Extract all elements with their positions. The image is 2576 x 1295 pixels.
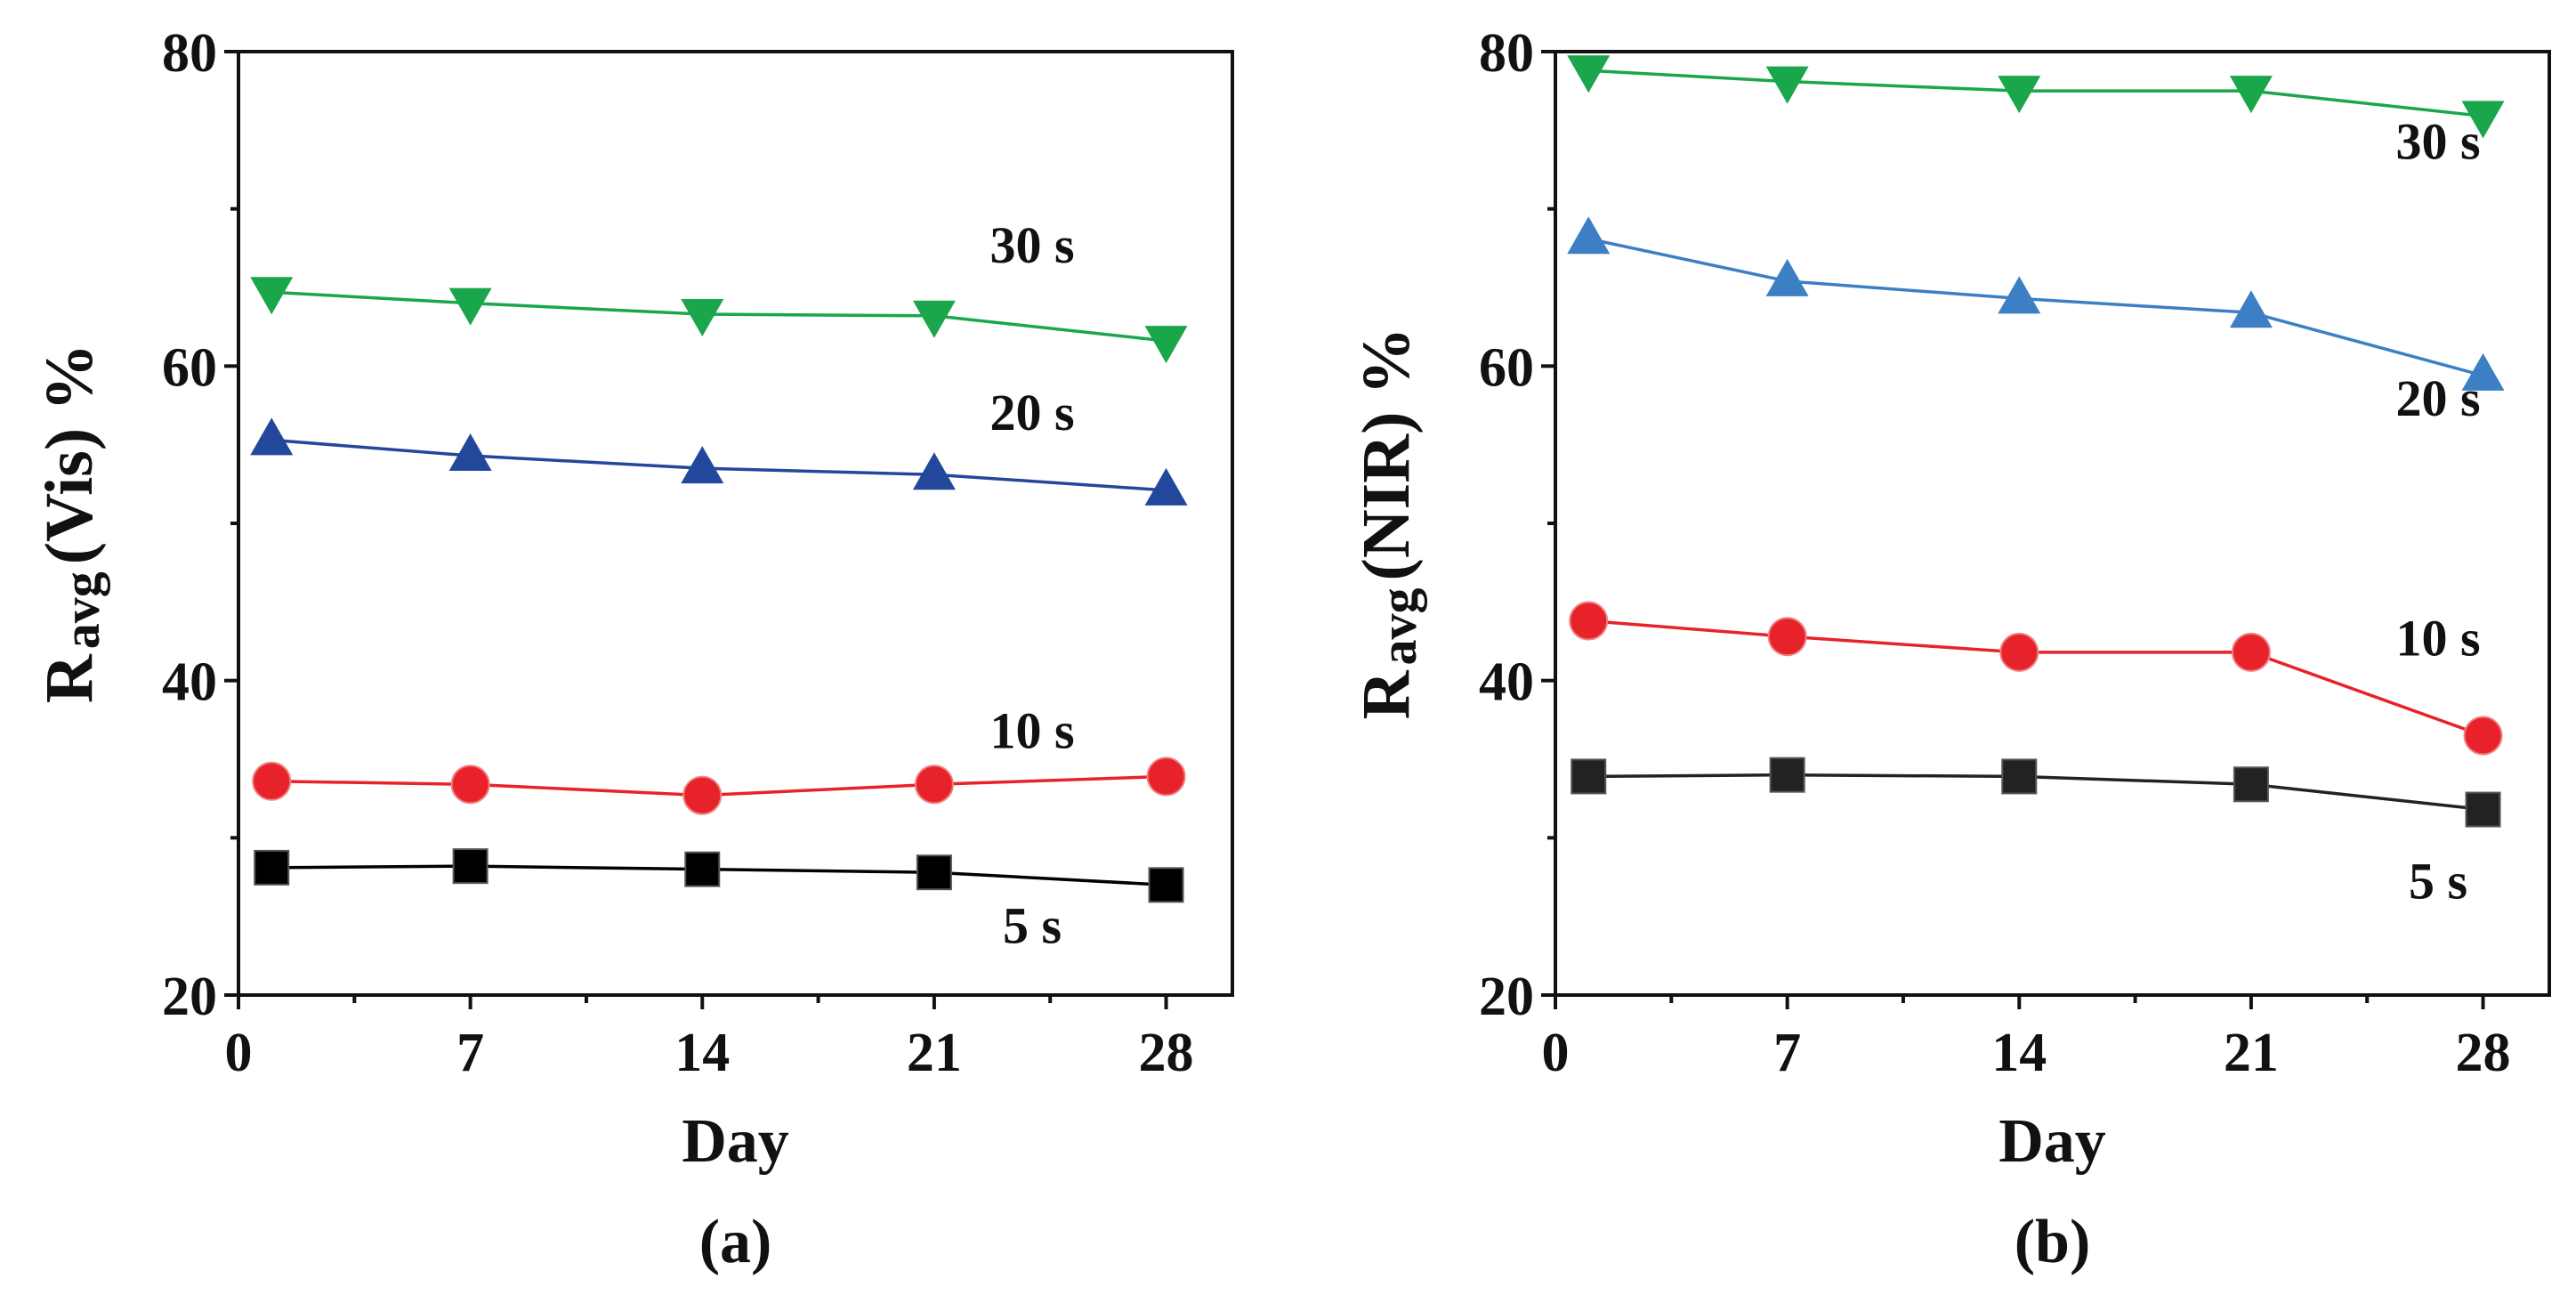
data-point-20s-4 xyxy=(1144,467,1188,506)
y-axis-label: Ravg (NIR) % xyxy=(1349,328,1427,720)
data-point-30s-4 xyxy=(1144,326,1188,364)
series-label-10s: 10 s xyxy=(989,701,1074,759)
data-point-10s-0 xyxy=(252,761,292,801)
x-tick-label: 7 xyxy=(1773,1023,1801,1083)
data-point-30s-1 xyxy=(448,287,492,326)
y-tick-label: 60 xyxy=(162,337,217,398)
x-tick-label: 28 xyxy=(2456,1023,2511,1083)
y-tick-label: 60 xyxy=(1479,337,1534,398)
data-point-10s-4 xyxy=(1146,757,1186,797)
series-line-10s xyxy=(1588,619,2484,738)
y-axis-label-sub: avg xyxy=(1369,588,1427,666)
data-point-5s-1 xyxy=(1769,757,1805,793)
data-point-30s-2 xyxy=(1998,76,2041,114)
plot-frame xyxy=(1554,50,2551,997)
data-point-5s-3 xyxy=(916,854,952,891)
data-point-10s-4 xyxy=(2463,716,2503,756)
data-point-30s-4 xyxy=(2461,101,2505,139)
data-point-20s-1 xyxy=(448,433,492,472)
y-tick-label: 20 xyxy=(162,967,217,1027)
y-axis-label: Ravg (Vis) % xyxy=(32,344,110,703)
data-point-10s-2 xyxy=(1999,632,2039,672)
y-axis-label-sub: avg xyxy=(52,571,110,649)
series-label-20s: 20 s xyxy=(989,384,1074,441)
x-tick-label: 0 xyxy=(1542,1023,1570,1083)
x-axis-label: Day xyxy=(1999,1107,2106,1176)
data-point-5s-3 xyxy=(2233,766,2269,803)
y-tick-label: 80 xyxy=(1479,23,1534,84)
data-point-5s-0 xyxy=(254,849,290,886)
chart-panel-a: 0 7 14 21 28 20 40 60 80 5 s 10 s 20 s 30 s Day (a) Rav… xyxy=(32,23,1234,1276)
data-point-30s-1 xyxy=(1765,66,1809,104)
series-label-5s: 5 s xyxy=(1003,896,1062,954)
chart-panel-b: 0 7 14 21 28 20 40 60 80 5 s 10 s 20 s 30 s Day (b) Rav… xyxy=(1349,23,2551,1276)
data-point-20s-4 xyxy=(2461,352,2505,391)
data-point-10s-0 xyxy=(1569,601,1609,641)
y-tick-label: 40 xyxy=(1479,652,1534,713)
series-label-10s: 10 s xyxy=(2395,610,2480,668)
data-point-20s-1 xyxy=(1765,258,1809,296)
data-point-20s-3 xyxy=(2229,290,2273,328)
series-label-5s: 5 s xyxy=(2409,853,2467,911)
data-point-20s-0 xyxy=(1567,216,1611,255)
x-tick-label: 0 xyxy=(225,1023,253,1083)
y-axis-label-rest: (NIR) % xyxy=(1349,328,1424,581)
y-axis-label-r: R xyxy=(32,653,107,703)
data-point-30s-3 xyxy=(912,300,956,338)
x-tick-label: 14 xyxy=(674,1023,730,1083)
data-point-30s-3 xyxy=(2229,76,2273,114)
data-point-30s-0 xyxy=(250,277,294,315)
data-point-20s-3 xyxy=(912,452,956,490)
data-point-5s-0 xyxy=(1571,758,1607,795)
data-point-5s-2 xyxy=(684,851,721,887)
data-point-10s-3 xyxy=(914,765,954,805)
y-axis-label-r: R xyxy=(1349,669,1424,719)
x-tick-label: 28 xyxy=(1139,1023,1194,1083)
y-tick-label: 40 xyxy=(162,652,217,713)
data-point-10s-1 xyxy=(1767,617,1807,657)
data-point-10s-3 xyxy=(2231,632,2271,672)
panel-label: (a) xyxy=(699,1208,772,1276)
data-point-20s-2 xyxy=(1998,276,2041,314)
data-point-20s-0 xyxy=(250,417,294,456)
series-label-30s: 30 s xyxy=(989,216,1074,274)
plot-frame xyxy=(237,50,1234,997)
data-point-10s-1 xyxy=(450,765,490,805)
data-point-5s-4 xyxy=(1148,867,1184,903)
panel-label: (b) xyxy=(2015,1208,2091,1276)
y-tick-label: 80 xyxy=(162,23,217,84)
data-point-5s-1 xyxy=(452,848,489,885)
y-axis-label-rest: (Vis) % xyxy=(32,344,107,564)
data-point-5s-2 xyxy=(2001,758,2038,795)
x-tick-label: 14 xyxy=(1991,1023,2047,1083)
y-tick-label: 20 xyxy=(1479,967,1534,1027)
data-point-20s-2 xyxy=(681,446,724,484)
series-label-20s: 20 s xyxy=(2395,369,2480,427)
data-point-30s-0 xyxy=(1567,55,1611,93)
data-point-5s-4 xyxy=(2465,791,2501,828)
x-tick-label: 21 xyxy=(907,1023,962,1083)
x-axis-label: Day xyxy=(682,1107,789,1176)
series-label-30s: 30 s xyxy=(2395,112,2480,170)
data-point-10s-2 xyxy=(682,775,723,815)
data-point-30s-2 xyxy=(681,299,724,337)
x-tick-label: 7 xyxy=(456,1023,484,1083)
x-tick-label: 21 xyxy=(2224,1023,2279,1083)
